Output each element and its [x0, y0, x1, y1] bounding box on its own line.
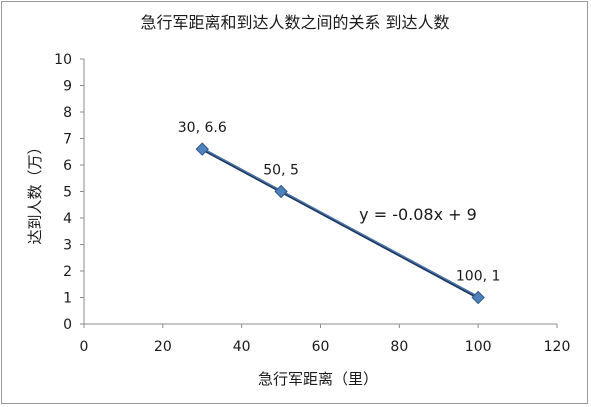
trendline — [201, 147, 479, 299]
trendline-highlight — [202, 147, 479, 298]
x-axis-ticks: 0 20 40 60 80 100 120 — [80, 324, 571, 355]
y-tick-label: 10 — [54, 52, 72, 68]
y-axis-title: 达到人数（万） — [26, 139, 44, 244]
y-tick-label: 1 — [63, 291, 72, 307]
x-tick-label: 0 — [80, 339, 89, 355]
data-point-marker — [195, 142, 209, 156]
y-tick-label: 9 — [63, 79, 72, 95]
y-tick-label: 5 — [63, 185, 72, 201]
y-tick-label: 4 — [63, 211, 72, 227]
x-tick-label: 40 — [233, 339, 251, 355]
x-tick-label: 120 — [544, 339, 571, 355]
data-point-label: 50, 5 — [263, 163, 299, 179]
y-tick-label: 7 — [63, 132, 72, 148]
data-points: 30, 6.6 50, 5 100, 1 — [178, 120, 501, 305]
y-tick-label: 3 — [63, 238, 72, 254]
data-point-label: 30, 6.6 — [178, 120, 227, 136]
chart-title: 急行军距离和到达人数之间的关系 到达人数 — [140, 13, 449, 32]
y-tick-label: 0 — [63, 317, 72, 333]
data-point-marker — [274, 184, 288, 199]
data-point-marker — [471, 290, 485, 305]
y-axis-ticks: 0 1 2 3 4 5 6 7 8 9 10 — [54, 52, 84, 333]
y-tick-label: 8 — [63, 105, 72, 121]
x-tick-label: 80 — [390, 339, 408, 355]
trendline-equation: y = -0.08x + 9 — [359, 205, 477, 224]
x-tick-label: 100 — [465, 339, 492, 355]
y-tick-label: 6 — [63, 158, 72, 174]
y-tick-label: 2 — [63, 264, 72, 280]
data-point-label: 100, 1 — [456, 269, 501, 285]
x-tick-label: 60 — [312, 339, 330, 355]
x-tick-label: 20 — [154, 339, 172, 355]
x-axis-title: 急行军距离（里） — [258, 370, 378, 388]
